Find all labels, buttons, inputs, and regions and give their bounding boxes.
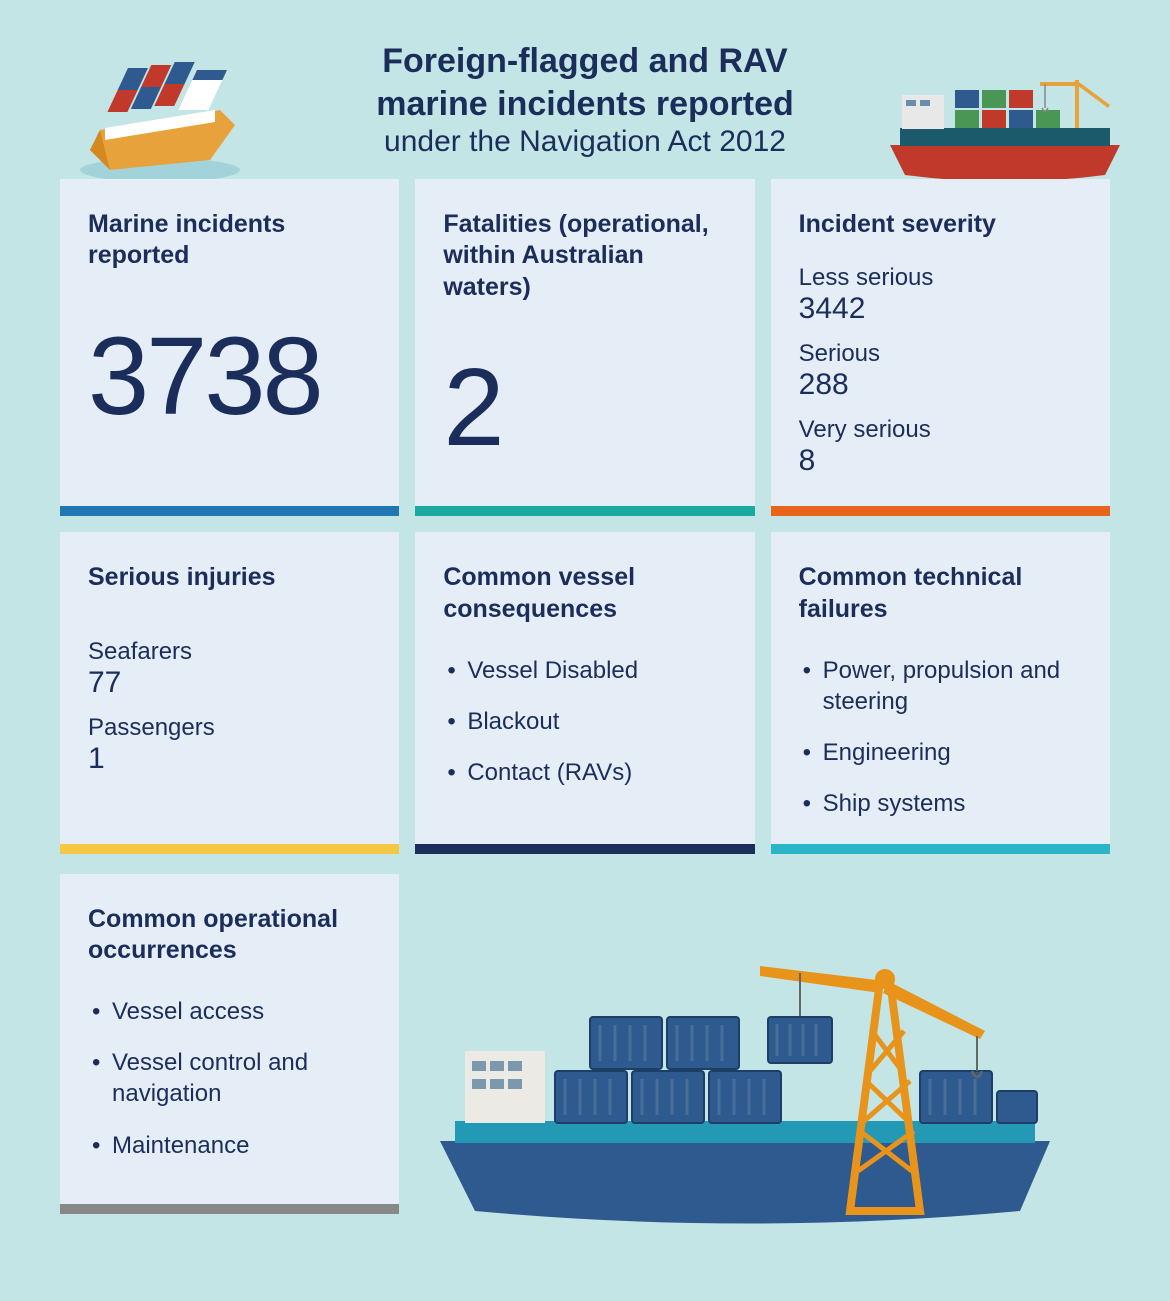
page-title: Foreign-flagged and RAV marine incidents… xyxy=(20,40,1150,125)
fatalities-value: 2 xyxy=(443,353,726,463)
stat-label: Very serious xyxy=(799,416,1082,444)
list-item: Vessel control and navigation xyxy=(88,1037,371,1119)
card-accent xyxy=(60,506,399,516)
card-title: Common operational occurrences xyxy=(88,904,371,967)
stat-value: 77 xyxy=(88,666,371,700)
card-title: Common technical failures xyxy=(799,562,1082,625)
stat-value: 8 xyxy=(799,444,1082,478)
stat-value: 3442 xyxy=(799,292,1082,326)
card-accent xyxy=(415,844,754,854)
incidents-value: 3738 xyxy=(88,322,371,432)
containers-icon xyxy=(555,1017,781,1123)
bullet-list: Vessel access Vessel control and navigat… xyxy=(88,986,371,1171)
card-technical-failures: Common technical failures Power, propuls… xyxy=(771,532,1110,853)
card-fatalities: Fatalities (operational, within Australi… xyxy=(415,179,754,516)
list-item: Blackout xyxy=(443,696,726,747)
card-accent xyxy=(771,506,1110,516)
list-item: Maintenance xyxy=(88,1120,371,1171)
stat-value: 1 xyxy=(88,742,371,776)
list-item: Engineering xyxy=(799,727,1082,778)
severity-list: Less serious 3442 Serious 288 Very serio… xyxy=(799,260,1082,492)
card-grid-row1-2: Marine incidents reported 3738 Fatalitie… xyxy=(0,179,1170,874)
page-header: Foreign-flagged and RAV marine incidents… xyxy=(0,0,1170,179)
title-line-2: marine incidents reported xyxy=(376,85,794,123)
card-incident-severity: Incident severity Less serious 3442 Seri… xyxy=(771,179,1110,516)
stat-label: Serious xyxy=(799,340,1082,368)
stat-label: Passengers xyxy=(88,714,371,742)
card-incidents-reported: Marine incidents reported 3738 xyxy=(60,179,399,516)
card-accent xyxy=(771,844,1110,854)
page-subtitle: under the Navigation Act 2012 xyxy=(20,125,1150,159)
list-item: Ship systems xyxy=(799,778,1082,829)
stat-value: 288 xyxy=(799,368,1082,402)
card-serious-injuries: Serious injuries Seafarers 77 Passengers… xyxy=(60,532,399,853)
card-title: Common vessel consequences xyxy=(443,562,726,625)
card-vessel-consequences: Common vessel consequences Vessel Disabl… xyxy=(415,532,754,853)
list-item: Vessel Disabled xyxy=(443,645,726,696)
bullet-list: Power, propulsion and steering Engineeri… xyxy=(799,645,1082,830)
list-item: Contact (RAVs) xyxy=(443,747,726,798)
stat-label: Less serious xyxy=(799,264,1082,292)
bullet-list: Vessel Disabled Blackout Contact (RAVs) xyxy=(443,645,726,799)
card-title: Fatalities (operational, within Australi… xyxy=(443,209,726,303)
card-title: Serious injuries xyxy=(88,562,371,593)
stat-label: Seafarers xyxy=(88,638,371,666)
title-line-1: Foreign-flagged and RAV xyxy=(382,42,787,80)
card-title: Incident severity xyxy=(799,209,1082,240)
card-title: Marine incidents reported xyxy=(88,209,371,272)
card-accent xyxy=(415,506,754,516)
card-operational-occurrences: Common operational occurrences Vessel ac… xyxy=(60,874,399,1214)
card-accent xyxy=(60,844,399,854)
cargo-ship-with-crane-icon xyxy=(420,921,1100,1241)
list-item: Vessel access xyxy=(88,986,371,1037)
list-item: Power, propulsion and steering xyxy=(799,645,1082,727)
injuries-list: Seafarers 77 Passengers 1 xyxy=(88,634,371,790)
card-accent xyxy=(60,1204,399,1214)
